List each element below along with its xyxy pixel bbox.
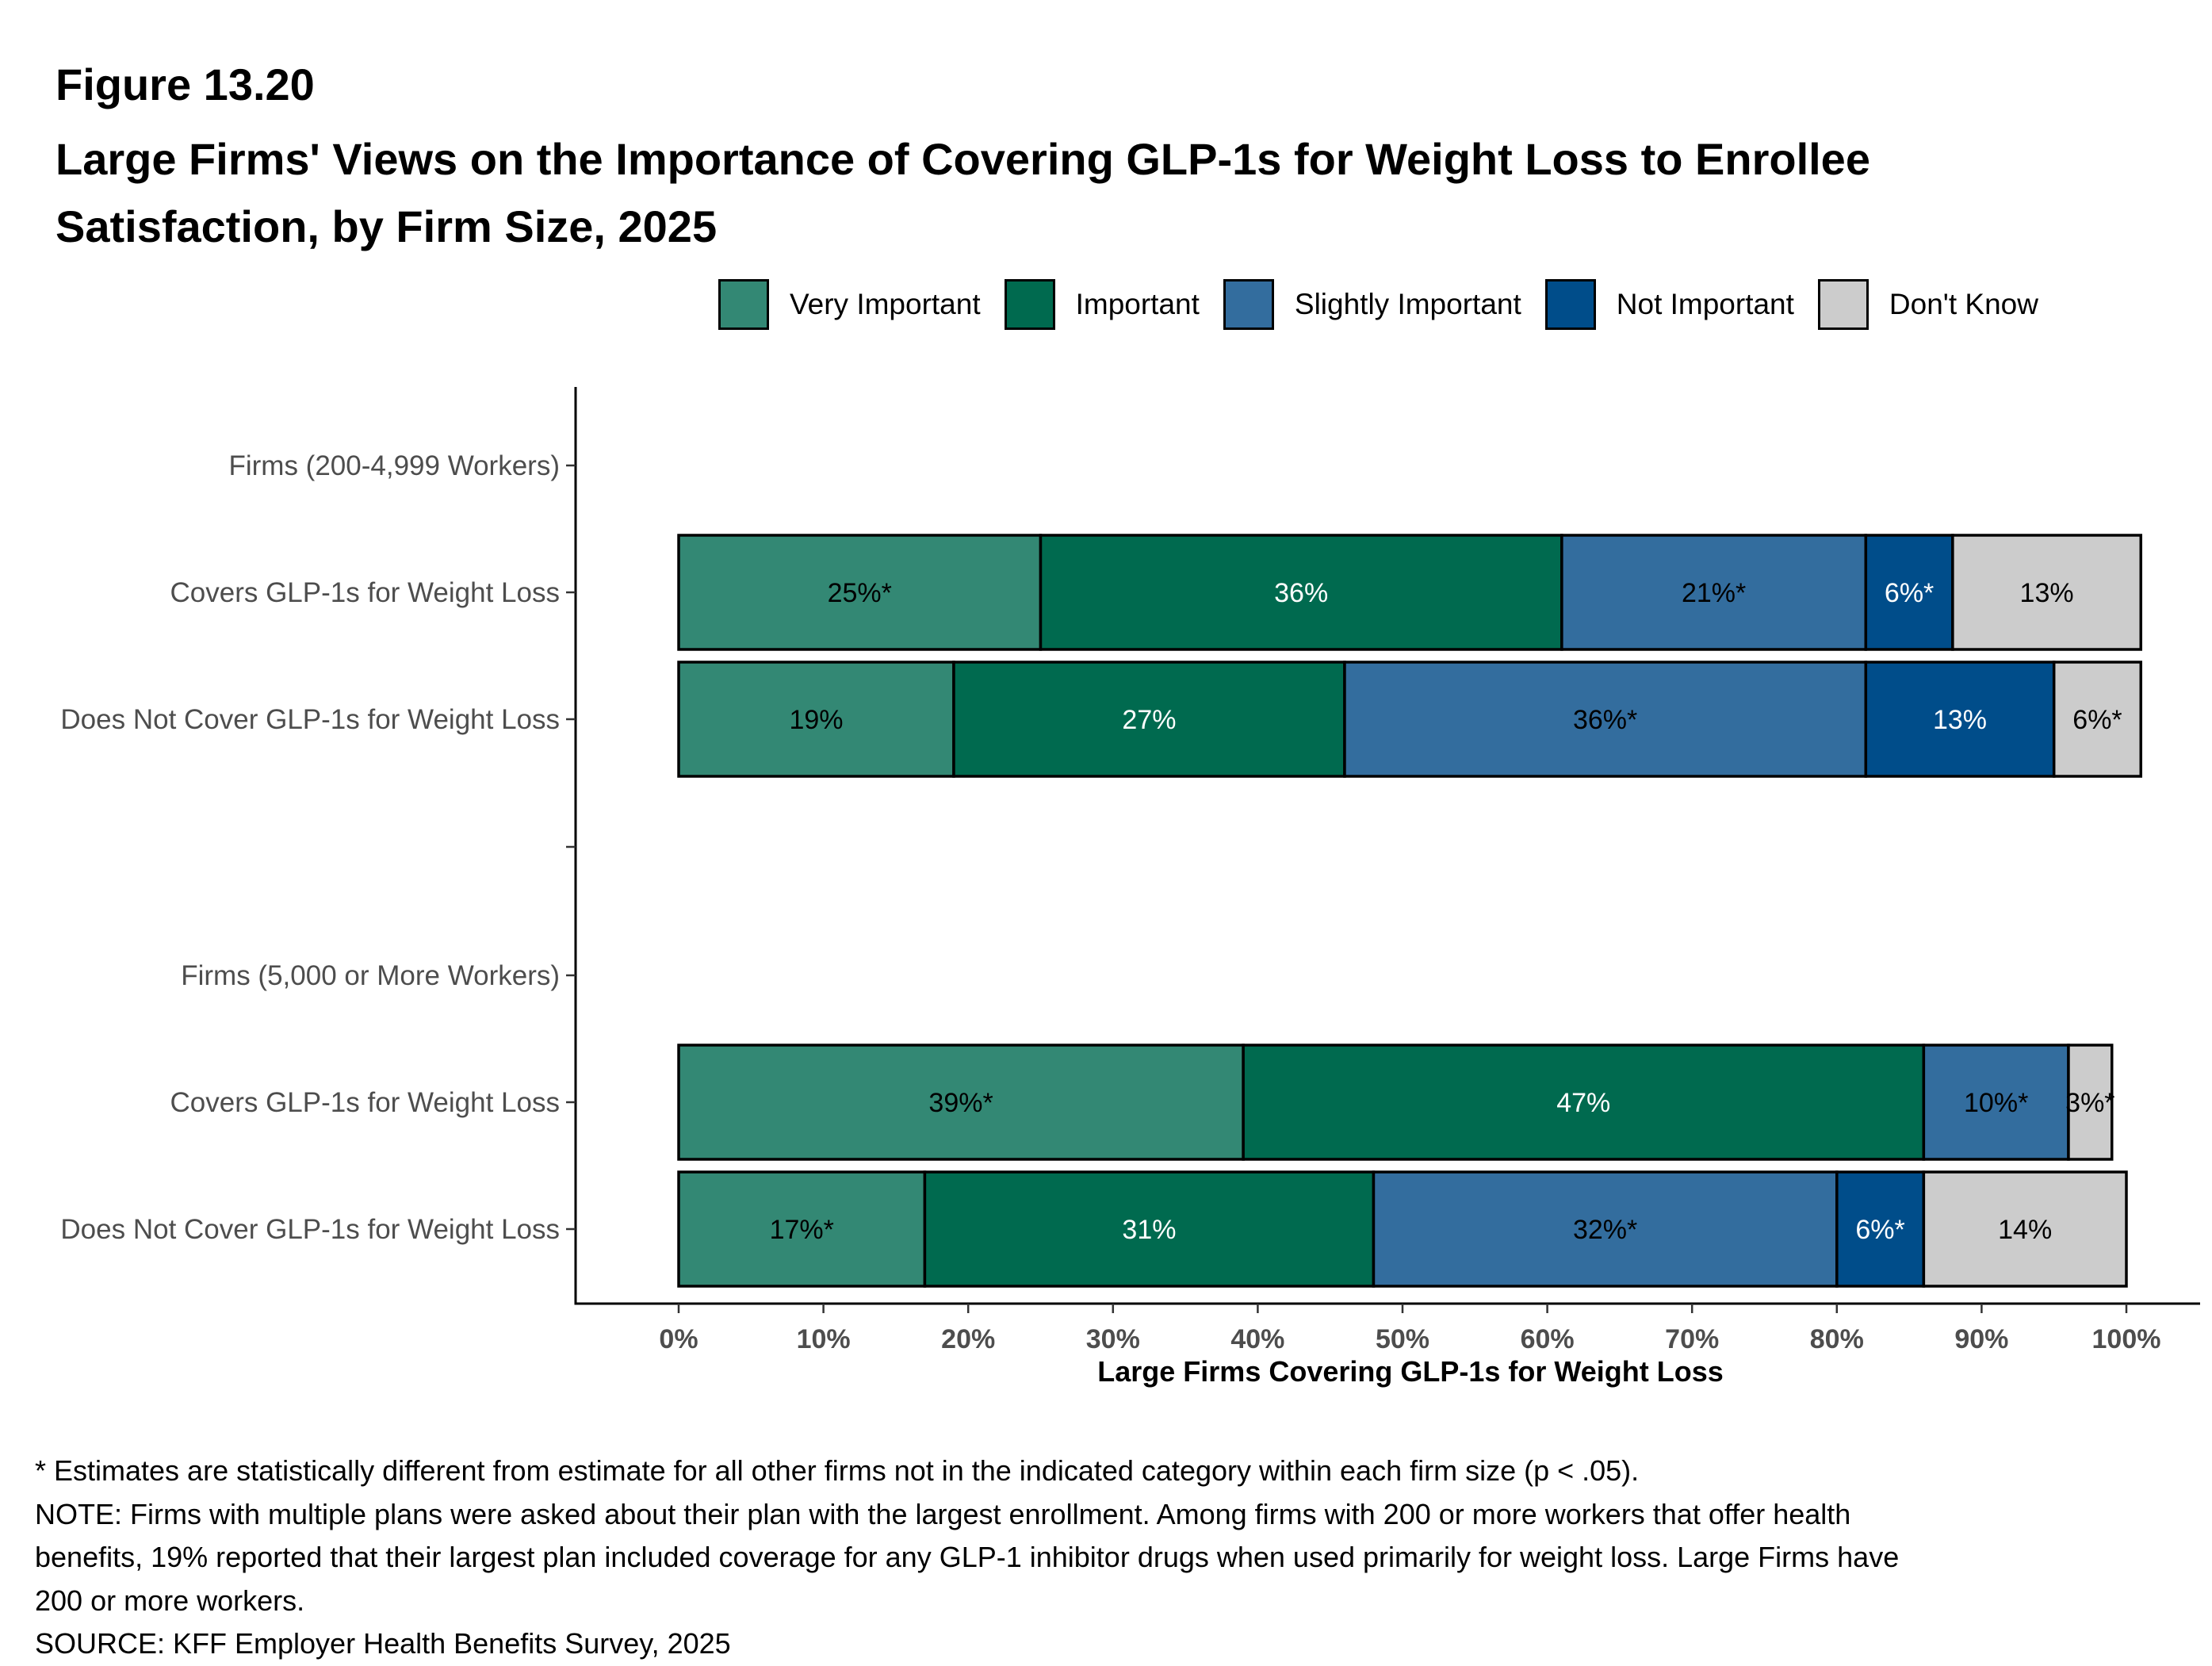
bar-g1-row2-slightly-important <box>1343 661 1868 778</box>
footnote-significance: * Estimates are statistically different … <box>35 1454 1640 1487</box>
legend-item-very-important: Very Important <box>718 279 981 330</box>
bar-label-g1-row2-don-t-know: 6%* <box>2072 705 2122 735</box>
x-tick-label-7: 70% <box>1665 1324 1719 1354</box>
bar-g2-row1-important <box>1242 1044 1926 1161</box>
x-tick-label-6: 60% <box>1521 1324 1575 1354</box>
y-label-g1-row2: Does Not Cover GLP-1s for Weight Loss <box>60 704 560 735</box>
legend-swatch-not-important <box>1544 279 1596 330</box>
stacked-bar-chart: 0% 10% 20% 30% 40% 50% 60% 70% 80% 90% 100% Large F… <box>60 387 2200 1388</box>
bar-label-g2-row1-very-important: 39%* <box>928 1088 993 1118</box>
bar-label-g1-row1-very-important: 25%* <box>828 578 892 608</box>
bar-label-g1-row2-important: 27% <box>1122 705 1176 735</box>
chart-title-line-1: Large Firms' Views on the Importance of … <box>55 134 1870 184</box>
legend-swatch-dont-know <box>1817 279 1869 330</box>
x-tick-label-0: 0% <box>659 1324 698 1354</box>
x-tick-label-4: 40% <box>1230 1324 1284 1354</box>
bar-label-g2-row2-important: 31% <box>1122 1215 1176 1245</box>
bar-g1-row1-very-important <box>677 534 1043 651</box>
bar-label-g2-row1-don-t-know: 3%* <box>2065 1088 2114 1118</box>
legend-swatch-slightly-important <box>1223 279 1274 330</box>
bar-label-g2-row2-slightly-important: 32%* <box>1573 1215 1637 1245</box>
legend-item-dont-know: Don't Know <box>1817 279 2038 330</box>
bar-label-g1-row2-very-important: 19% <box>789 705 843 735</box>
bar-g1-row2-not-important <box>1864 661 2056 778</box>
footnote-note-line-1: NOTE: Firms with multiple plans were ask… <box>35 1497 1851 1530</box>
bar-g2-row1-don-t-know <box>2067 1044 2114 1161</box>
x-tick-label-9: 90% <box>1954 1324 2008 1354</box>
y-label-group-g1: Firms (200-4,999 Workers) <box>228 450 560 481</box>
x-tick-label-8: 80% <box>1810 1324 1864 1354</box>
bar-g2-row1-very-important <box>677 1044 1245 1161</box>
bar-label-g1-row2-not-important: 13% <box>1933 705 1987 735</box>
x-tick-label-5: 50% <box>1376 1324 1429 1354</box>
bar-label-g2-row2-very-important: 17%* <box>770 1215 834 1245</box>
legend-label-important: Important <box>1075 288 1200 320</box>
bar-label-g1-row1-not-important: 6%* <box>1885 578 1934 608</box>
bar-g2-row2-important <box>923 1170 1376 1288</box>
bar-g1-row1-don-t-know <box>1951 534 2143 651</box>
bar-g1-row1-important <box>1039 534 1563 651</box>
bar-g2-row2-very-important <box>677 1170 927 1288</box>
bar-g2-row1-slightly-important <box>1922 1044 2070 1161</box>
footnotes: * Estimates are statistically different … <box>35 1450 2176 1666</box>
bar-g2-row2-don-t-know <box>1922 1170 2128 1288</box>
x-tick-label-1: 10% <box>797 1324 851 1354</box>
legend-swatch-important <box>1004 279 1055 330</box>
figure-label: Figure 13.20 <box>55 59 315 109</box>
legend-label-very-important: Very Important <box>790 288 981 320</box>
footnote-note-line-3: 200 or more workers. <box>35 1584 305 1617</box>
y-label-group-g2: Firms (5,000 or More Workers) <box>181 960 560 991</box>
y-label-g2-row1: Covers GLP-1s for Weight Loss <box>170 1087 561 1118</box>
bar-g1-row2-important <box>952 661 1346 778</box>
y-label-g2-row2: Does Not Cover GLP-1s for Weight Loss <box>60 1214 560 1245</box>
legend-label-not-important: Not Important <box>1616 288 1794 320</box>
y-label-g1-row1: Covers GLP-1s for Weight Loss <box>170 577 561 608</box>
bar-label-g2-row2-don-t-know: 14% <box>1998 1215 2052 1245</box>
bar-label-g2-row1-slightly-important: 10%* <box>1964 1088 2028 1118</box>
bar-g1-row2-very-important <box>677 661 955 778</box>
footnote-note-line-2: benefits, 19% reported that their larges… <box>35 1541 1900 1573</box>
bar-label-g1-row1-important: 36% <box>1274 578 1328 608</box>
legend-item-not-important: Not Important <box>1544 279 1794 330</box>
chart-title: Large Firms' Views on the Importance of … <box>55 125 2117 260</box>
x-tick-label-3: 30% <box>1086 1324 1140 1354</box>
bar-g1-row1-slightly-important <box>1560 534 1868 651</box>
bar-g1-row2-don-t-know <box>2052 661 2143 778</box>
legend-swatch-very-important <box>718 279 769 330</box>
bar-label-g1-row2-slightly-important: 36%* <box>1573 705 1637 735</box>
x-axis-title: Large Firms Covering GLP-1s for Weight L… <box>1097 1355 1723 1388</box>
chart-title-line-2: Satisfaction, by Firm Size, 2025 <box>55 201 718 251</box>
bar-g2-row2-not-important <box>1835 1170 1926 1288</box>
bar-label-g2-row1-important: 47% <box>1556 1088 1610 1118</box>
bar-label-g2-row2-not-important: 6%* <box>1855 1215 1904 1245</box>
legend-item-slightly-important: Slightly Important <box>1223 279 1521 330</box>
x-tick-label-2: 20% <box>941 1324 995 1354</box>
legend-label-slightly-important: Slightly Important <box>1294 288 1521 320</box>
x-tick-label-10: 100% <box>2092 1324 2161 1354</box>
legend-label-dont-know: Don't Know <box>1889 288 2038 320</box>
chart-legend: Very Important Important Slightly Import… <box>718 276 2062 333</box>
footnote-source: SOURCE: KFF Employer Health Benefits Sur… <box>35 1627 731 1660</box>
bar-label-g1-row1-don-t-know: 13% <box>2020 578 2074 608</box>
bar-g1-row1-not-important <box>1864 534 1954 651</box>
bar-label-g1-row1-slightly-important: 21%* <box>1682 578 1746 608</box>
legend-item-important: Important <box>1004 279 1200 330</box>
